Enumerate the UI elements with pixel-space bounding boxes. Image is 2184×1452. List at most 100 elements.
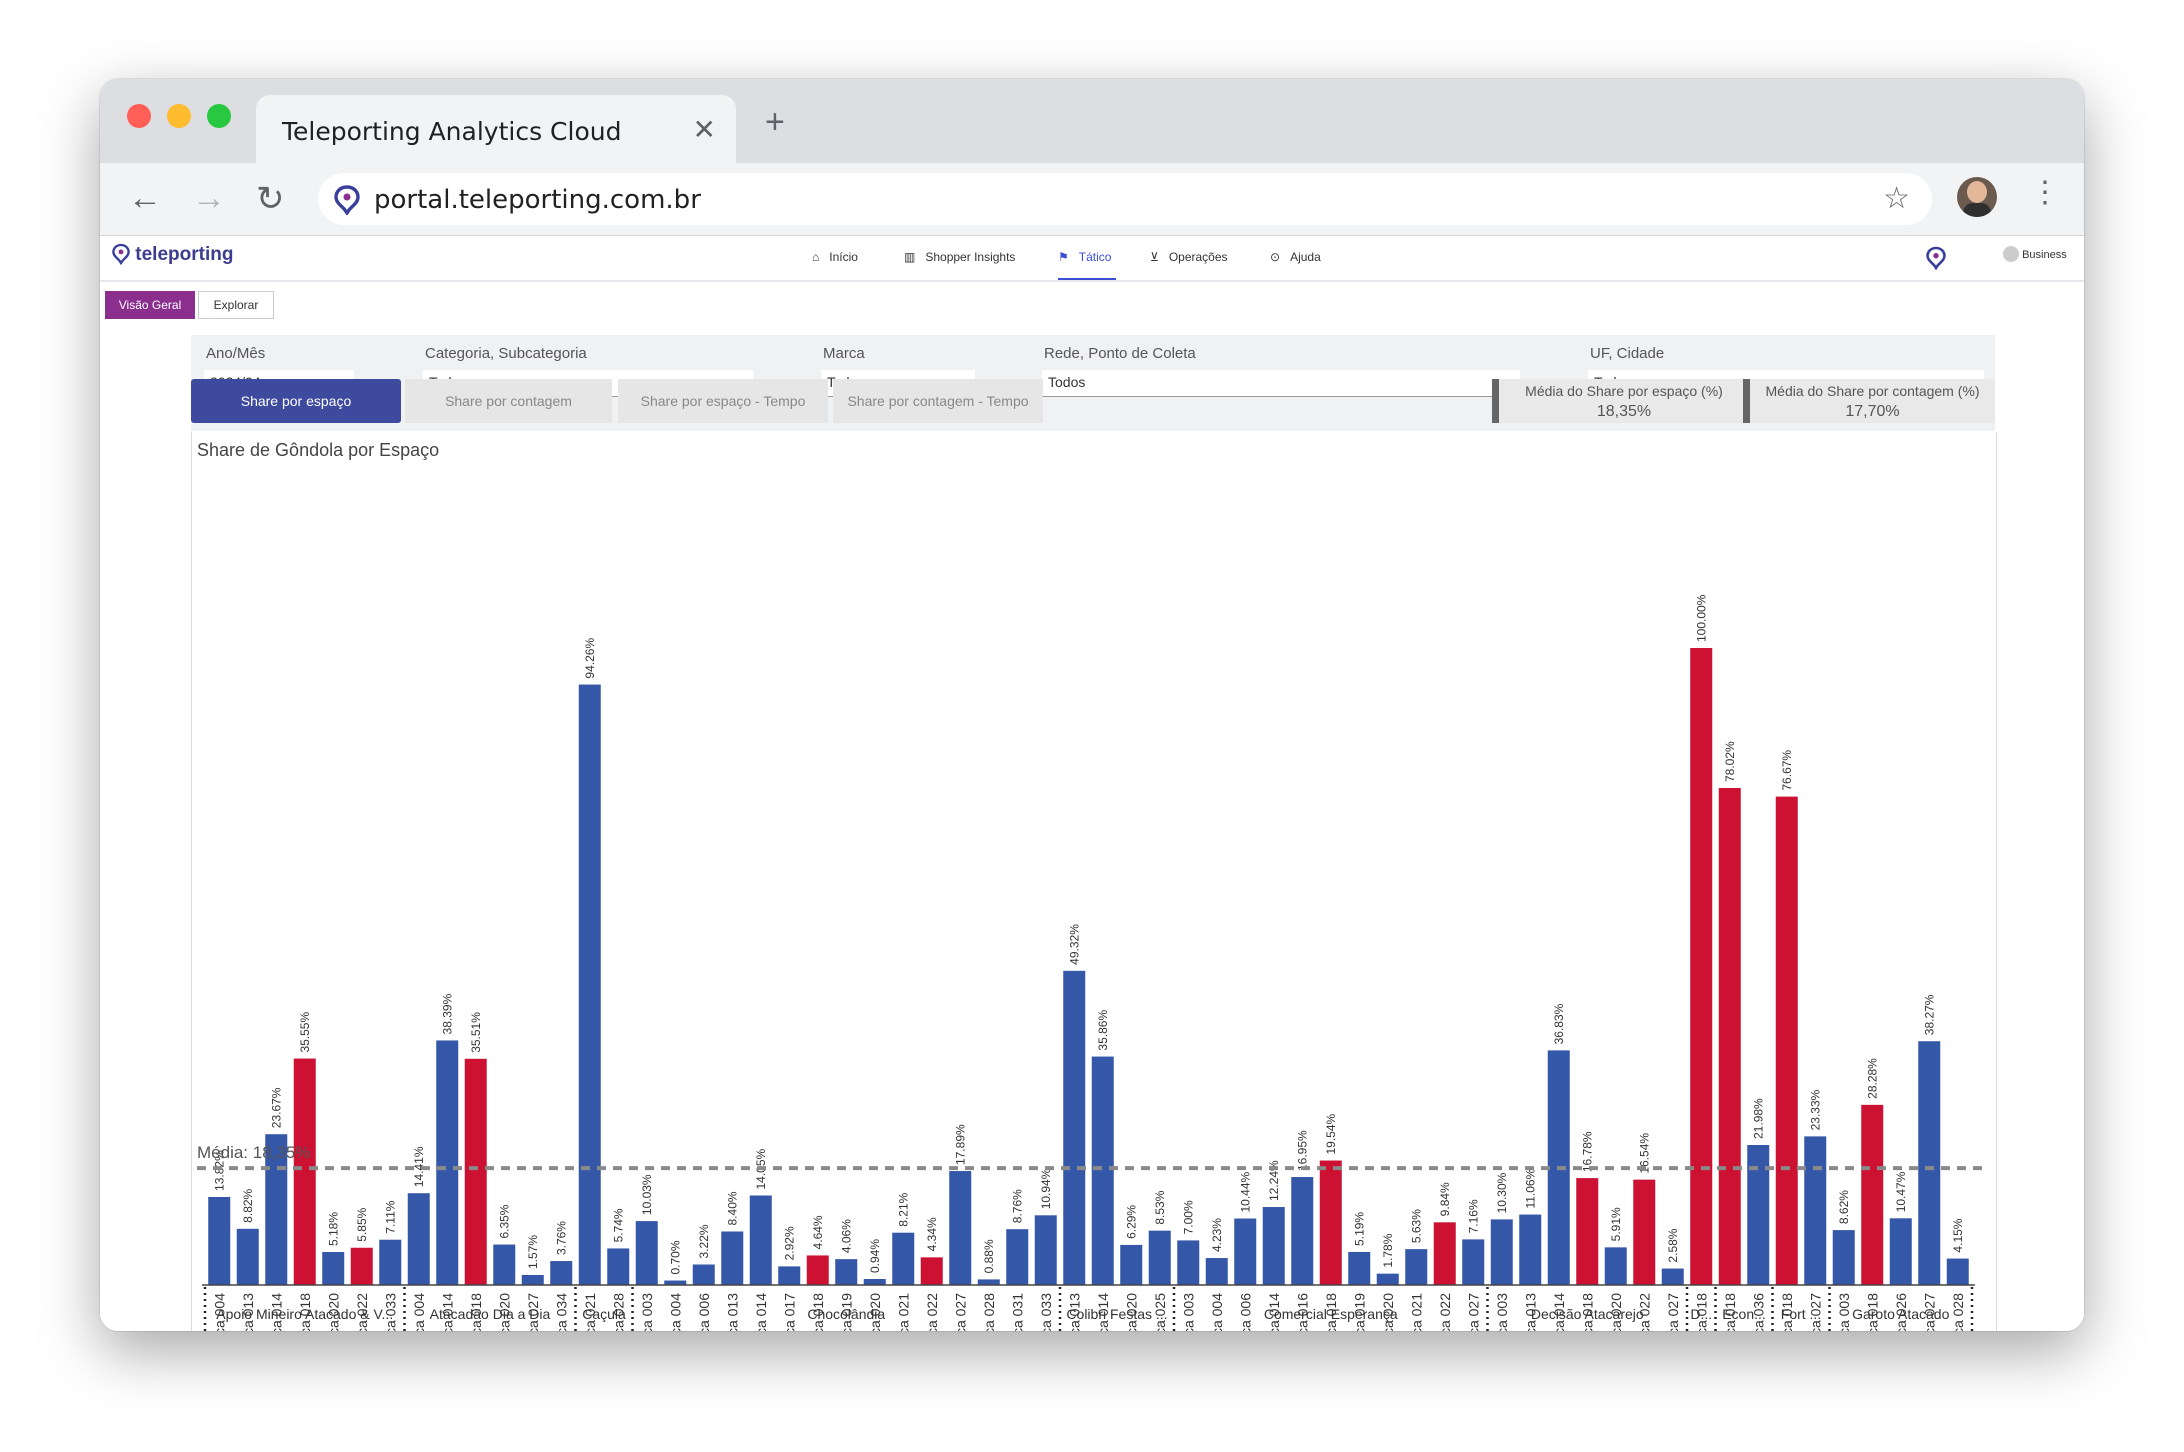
chart-bar[interactable]	[721, 1231, 744, 1285]
group-label: Decisão Atacarejo	[1531, 1306, 1644, 1322]
chart-bar[interactable]	[949, 1171, 972, 1285]
chart-bar[interactable]	[1633, 1179, 1656, 1285]
btn-share-contagem[interactable]: Share por contagem	[405, 379, 612, 423]
chart-bar[interactable]	[1405, 1249, 1428, 1285]
chart-bar[interactable]	[550, 1261, 573, 1285]
chart-bar[interactable]	[322, 1252, 345, 1285]
profile-avatar[interactable]	[1957, 177, 1997, 217]
chart-bar[interactable]	[892, 1232, 915, 1285]
chart-bar[interactable]	[1889, 1218, 1912, 1285]
chart-bar[interactable]	[1348, 1251, 1371, 1285]
chart-bar[interactable]	[1661, 1268, 1684, 1285]
chart-bar[interactable]	[1690, 648, 1713, 1285]
close-window-button[interactable]	[127, 104, 151, 128]
btn-share-espaco[interactable]: Share por espaço	[191, 379, 401, 423]
chart-bar[interactable]	[749, 1195, 772, 1285]
chart-bar[interactable]	[1034, 1215, 1057, 1285]
chart-bar[interactable]	[578, 684, 601, 1285]
btn-share-espaco-tempo[interactable]: Share por espaço - Tempo	[618, 379, 828, 423]
back-icon[interactable]: ←	[128, 179, 162, 217]
chart-bar[interactable]	[1918, 1041, 1941, 1285]
chart-bar[interactable]	[436, 1040, 459, 1285]
chart-bar[interactable]	[1376, 1273, 1399, 1285]
nav-tatico[interactable]: ⚑ Tático	[1058, 250, 1111, 264]
chart-bar[interactable]	[1006, 1229, 1029, 1285]
chart-bar[interactable]	[493, 1244, 516, 1285]
chart-bar[interactable]	[806, 1255, 829, 1285]
nav-operacoes[interactable]: ⊻ Operações	[1150, 250, 1228, 264]
chart-bar[interactable]	[692, 1264, 715, 1285]
chart-bar[interactable]	[265, 1134, 288, 1285]
category-label: Marca 014	[753, 1293, 769, 1331]
browser-tab[interactable]: Teleporting Analytics Cloud ✕	[256, 95, 736, 163]
category-label: Marca 031	[1009, 1293, 1025, 1331]
chart-bar[interactable]	[1063, 970, 1086, 1285]
chart-bar[interactable]	[1177, 1240, 1200, 1285]
browser-menu-icon[interactable]: ⋮	[2030, 176, 2060, 209]
chart-bar[interactable]	[835, 1259, 858, 1285]
chart-bar[interactable]	[208, 1196, 231, 1285]
chart-bar[interactable]	[1234, 1218, 1257, 1285]
chart-bar[interactable]	[521, 1274, 544, 1285]
chart-bar[interactable]	[1946, 1258, 1969, 1285]
chart-bar[interactable]	[293, 1058, 316, 1285]
category-label: Marca 018	[468, 1293, 484, 1331]
group-label: Atacadão Dia a Dia	[430, 1306, 551, 1322]
chart-bar[interactable]	[1462, 1239, 1485, 1285]
page-tab-visao-geral[interactable]: Visão Geral	[105, 291, 195, 319]
chart-bar[interactable]	[1804, 1136, 1827, 1285]
category-label: Marca 020	[1608, 1293, 1624, 1331]
chart-bar[interactable]	[350, 1247, 373, 1285]
chart-bar[interactable]	[1433, 1222, 1456, 1285]
chart-bar[interactable]	[635, 1221, 658, 1285]
nav-inicio[interactable]: ⌂ Início	[812, 250, 858, 264]
chart-bar[interactable]	[1775, 796, 1798, 1285]
btn-share-contagem-tempo[interactable]: Share por contagem - Tempo	[833, 379, 1043, 423]
chart-bar[interactable]	[977, 1279, 1000, 1285]
new-tab-icon[interactable]: +	[765, 103, 785, 141]
bar-value-label: 21.98%	[1751, 1098, 1765, 1139]
app-logo[interactable]: teleporting	[112, 242, 233, 266]
chart-bar[interactable]	[920, 1257, 943, 1285]
chart-bar[interactable]	[1120, 1244, 1143, 1285]
bookmark-star-icon[interactable]: ☆	[1883, 182, 1910, 215]
chart-bar[interactable]	[407, 1193, 430, 1285]
chart-bar[interactable]	[1091, 1056, 1114, 1285]
address-bar[interactable]: portal.teleporting.com.br ☆	[318, 173, 1932, 225]
chart-bar[interactable]	[1262, 1207, 1285, 1285]
chart-bar[interactable]	[1291, 1177, 1314, 1285]
filter-select-rede[interactable]: Todos⌄	[1042, 370, 1520, 397]
nav-ajuda[interactable]: ⊙ Ajuda	[1270, 250, 1321, 264]
chart-bar[interactable]	[1319, 1160, 1342, 1285]
group-label: Fort ...	[1781, 1306, 1821, 1322]
chart-bar[interactable]	[1861, 1104, 1884, 1285]
chart-bar[interactable]	[1604, 1247, 1627, 1285]
tab-close-icon[interactable]: ✕	[692, 114, 716, 145]
chart-bar[interactable]	[379, 1239, 402, 1285]
chart-bar[interactable]	[1490, 1219, 1513, 1285]
minimize-window-button[interactable]	[167, 104, 191, 128]
chart-bar[interactable]	[464, 1058, 487, 1285]
reload-icon[interactable]: ↻	[256, 180, 285, 218]
category-label: Marca 025	[1152, 1293, 1168, 1331]
nav-shopper-insights[interactable]: ▥ Shopper Insights	[904, 250, 1015, 264]
category-label: Marca 013	[1522, 1293, 1538, 1331]
chart-bar[interactable]	[1148, 1230, 1171, 1285]
active-nav-indicator	[1058, 278, 1116, 280]
chart-bar[interactable]	[664, 1280, 687, 1285]
bar-value-label: 5.18%	[326, 1212, 340, 1246]
chart-bar[interactable]	[1832, 1230, 1855, 1285]
chart-bar[interactable]	[1576, 1178, 1599, 1285]
chart-bar[interactable]	[1718, 788, 1741, 1285]
chart-bar[interactable]	[778, 1266, 801, 1285]
chart-bar[interactable]	[1747, 1144, 1770, 1285]
forward-icon[interactable]: →	[192, 179, 226, 217]
chart-bar[interactable]	[1519, 1214, 1542, 1285]
chart-bar[interactable]	[1205, 1258, 1228, 1285]
maximize-window-button[interactable]	[207, 104, 231, 128]
page-tab-explorar[interactable]: Explorar	[198, 291, 274, 319]
account-menu[interactable]: Business	[2003, 246, 2067, 262]
chart-bar[interactable]	[863, 1279, 886, 1285]
chart-bar[interactable]	[236, 1228, 259, 1285]
chart-bar[interactable]	[607, 1248, 630, 1285]
